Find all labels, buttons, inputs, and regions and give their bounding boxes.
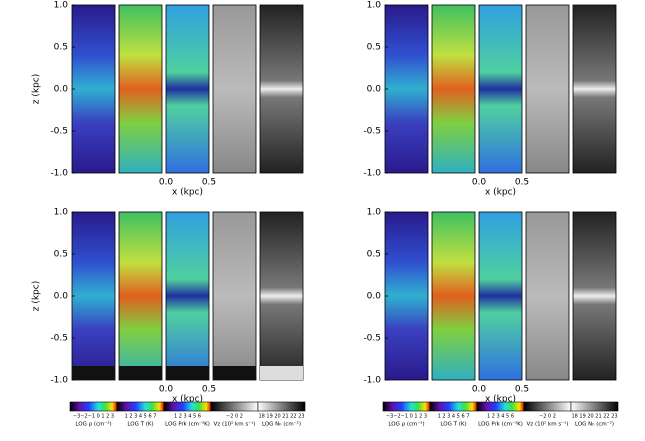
sim-panel-floor (119, 366, 162, 380)
sim-panel (260, 5, 303, 173)
sim-panel-floor (72, 366, 115, 380)
colorbar (117, 402, 164, 411)
colorbar (524, 402, 571, 411)
y-tick-label: -1.0 (363, 376, 381, 386)
sim-panel (166, 212, 209, 380)
x-tick-label: 0.5 (202, 178, 216, 188)
figure: 1.00.50.0-0.5-1.0z (kpc)0.00.5x (kpc)1.0… (0, 0, 645, 441)
colorbar-title: LOG Nₕ (cm⁻²) (262, 421, 301, 428)
x-tick-label: 0.0 (472, 178, 487, 188)
sim-panel (432, 5, 475, 173)
x-tick-label: 0.0 (159, 385, 174, 395)
sim-panel (385, 5, 428, 173)
sim-panel (479, 5, 522, 173)
colorbar-ticks: −2 0 2 (539, 414, 556, 420)
sim-panel (119, 5, 162, 173)
colorbar-title: LOG ρ (cm⁻³) (75, 421, 111, 428)
colorbar (477, 402, 524, 411)
colorbar-title: LOG T (K) (440, 422, 466, 428)
colorbar-title: Vz (10² km s⁻¹) (214, 421, 256, 428)
sim-panel (72, 212, 115, 380)
colorbar (164, 402, 211, 411)
x-axis-label: x (kpc) (485, 188, 516, 198)
y-tick-label: -0.5 (363, 334, 381, 344)
sim-panel (526, 212, 569, 380)
colorbar-ticks: 1 2 3 4 5 6 7 (438, 414, 470, 420)
y-tick-label: 1.0 (54, 208, 69, 218)
x-tick-label: 0.5 (515, 385, 529, 395)
y-tick-label: -0.5 (363, 127, 381, 137)
y-axis-label: z (kpc) (32, 74, 42, 104)
sim-panel (573, 212, 616, 380)
sim-panel (260, 212, 303, 380)
colorbar (430, 402, 477, 411)
y-tick-label: -1.0 (363, 169, 381, 179)
y-tick-label: -1.0 (50, 376, 68, 386)
colorbar-title: LOG Nₕ (cm⁻²) (575, 421, 614, 428)
y-tick-label: 0.5 (367, 250, 381, 260)
y-tick-label: 0.0 (54, 85, 69, 95)
sim-panel (213, 5, 256, 173)
colorbar (70, 402, 117, 411)
colorbar-ticks: −3−2−1 0 1 2 3 (73, 414, 114, 420)
sim-panel (166, 5, 209, 173)
colorbar-ticks: 1 2 3 4 5 6 7 (125, 414, 157, 420)
colorbar-title: LOG P/k (cm⁻³K) (165, 421, 210, 428)
sim-panel (432, 212, 475, 380)
y-tick-label: -0.5 (50, 334, 68, 344)
sim-panel (573, 5, 616, 173)
sim-panel-floor (260, 366, 303, 380)
colorbar-title: LOG P/k (cm⁻³K) (478, 421, 523, 428)
colorbar-ticks: −3−2−1 0 1 2 3 (386, 414, 427, 420)
colorbar-title: Vz (10² km s⁻¹) (527, 421, 569, 428)
x-tick-label: 0.5 (515, 178, 529, 188)
x-axis-label: x (kpc) (172, 188, 203, 198)
y-tick-label: 0.5 (54, 43, 68, 53)
y-tick-label: 1.0 (367, 1, 382, 11)
colorbar-ticks: 1 2 3 4 5 6 (487, 414, 514, 420)
colorbar-ticks: 1 2 3 4 5 6 (174, 414, 201, 420)
colorbar-ticks: 18 19 20 21 22 23 (571, 414, 617, 420)
y-tick-label: -0.5 (50, 127, 68, 137)
x-tick-label: 0.0 (472, 385, 487, 395)
y-tick-label: 0.5 (54, 250, 68, 260)
colorbar (383, 402, 430, 411)
sim-panel (526, 5, 569, 173)
sim-panel-floor (213, 366, 256, 380)
colorbar (258, 402, 305, 411)
y-tick-label: -1.0 (50, 169, 68, 179)
sim-panel (119, 212, 162, 380)
y-tick-label: 1.0 (367, 208, 382, 218)
y-tick-label: 0.5 (367, 43, 381, 53)
colorbar (571, 402, 618, 411)
colorbar-ticks: −2 0 2 (226, 414, 243, 420)
x-tick-label: 0.0 (159, 178, 174, 188)
y-tick-label: 0.0 (54, 292, 69, 302)
sim-panel (385, 212, 428, 380)
sim-panel (72, 5, 115, 173)
colorbar-title: LOG T (K) (127, 422, 153, 428)
y-axis-label: z (kpc) (32, 281, 42, 311)
y-tick-label: 1.0 (54, 1, 69, 11)
sim-panel (479, 212, 522, 380)
y-tick-label: 0.0 (367, 292, 382, 302)
colorbar-ticks: 18 19 20 21 22 23 (258, 414, 304, 420)
colorbar-title: LOG ρ (cm⁻³) (388, 421, 424, 428)
x-tick-label: 0.5 (202, 385, 216, 395)
sim-panel (213, 212, 256, 380)
y-tick-label: 0.0 (367, 85, 382, 95)
sim-panel-floor (166, 366, 209, 380)
colorbar (211, 402, 258, 411)
